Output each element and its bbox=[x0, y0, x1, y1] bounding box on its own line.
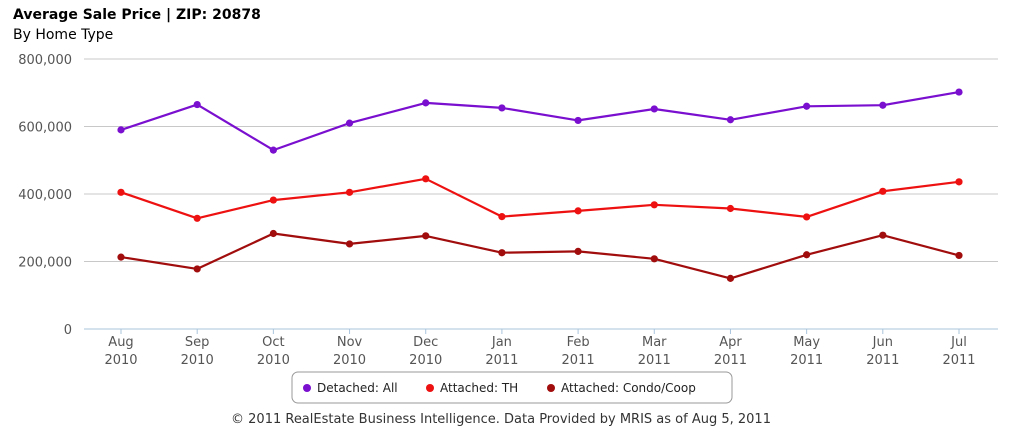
chart-title: Average Sale Price | ZIP: 20878 bbox=[13, 7, 261, 23]
data-point bbox=[498, 213, 506, 221]
x-tick-label-year: 2010 bbox=[409, 353, 442, 368]
x-tick-label-year: 2011 bbox=[790, 353, 823, 368]
legend-marker bbox=[303, 384, 311, 392]
x-tick-label-year: 2010 bbox=[181, 353, 214, 368]
legend-label: Detached: All bbox=[317, 381, 398, 395]
data-point bbox=[269, 196, 277, 204]
series-line bbox=[120, 177, 960, 220]
data-point bbox=[726, 274, 735, 282]
data-point bbox=[879, 231, 887, 239]
data-point bbox=[955, 178, 963, 186]
y-tick-label: 600,000 bbox=[18, 121, 72, 136]
x-tick-label-year: 2011 bbox=[866, 353, 899, 368]
data-point bbox=[193, 100, 201, 109]
data-point bbox=[422, 232, 430, 240]
y-tick-label: 800,000 bbox=[18, 53, 72, 68]
legend-marker bbox=[547, 384, 555, 392]
series-1 bbox=[117, 88, 963, 154]
data-point bbox=[269, 146, 277, 154]
x-tick-label-month: Feb bbox=[567, 335, 590, 350]
legend-label: Attached: TH bbox=[440, 381, 518, 395]
data-point bbox=[193, 265, 201, 273]
data-point bbox=[422, 99, 430, 107]
data-point bbox=[803, 251, 811, 259]
data-point bbox=[803, 213, 811, 221]
data-point bbox=[193, 214, 201, 222]
data-point bbox=[345, 188, 354, 196]
x-tick-label-month: May bbox=[793, 335, 820, 350]
data-point bbox=[650, 105, 658, 113]
data-point bbox=[269, 229, 277, 238]
x-tick-label-month: Apr bbox=[719, 335, 742, 350]
series-line bbox=[120, 232, 960, 280]
series-3 bbox=[117, 229, 963, 282]
x-tick-label-year: 2010 bbox=[333, 353, 366, 368]
data-point bbox=[574, 207, 582, 215]
data-point bbox=[574, 116, 582, 125]
x-tick-label-month: Jun bbox=[872, 335, 893, 350]
y-tick-label: 200,000 bbox=[18, 256, 72, 271]
data-point bbox=[345, 240, 354, 248]
x-axis-ticks: Aug 2010 Sep 2010 Oct 2010 Nov 2010 Dec 2010 Jan 20… bbox=[104, 329, 976, 368]
legend-marker bbox=[426, 384, 434, 392]
x-tick-label-year: 2011 bbox=[714, 353, 747, 368]
data-point bbox=[650, 201, 658, 209]
y-tick-label: 400,000 bbox=[18, 188, 72, 203]
gridlines bbox=[84, 58, 998, 330]
x-tick-label-year: 2011 bbox=[638, 353, 671, 368]
data-point bbox=[726, 116, 735, 124]
x-tick-label-year: 2010 bbox=[104, 353, 137, 368]
x-tick-label-month: Dec bbox=[413, 335, 438, 350]
legend: Detached: All Attached: TH Attached: Condo… bbox=[291, 371, 733, 404]
x-tick-label-month: Oct bbox=[262, 335, 284, 350]
chart-subtitle: By Home Type bbox=[13, 27, 113, 43]
x-tick-label-year: 2011 bbox=[942, 353, 975, 368]
data-point bbox=[574, 247, 582, 255]
data-point bbox=[879, 187, 887, 195]
footer-credit: © 2011 RealEstate Business Intelligence.… bbox=[231, 412, 771, 427]
data-point bbox=[955, 88, 963, 96]
x-tick-label-month: Sep bbox=[185, 335, 210, 350]
data-point bbox=[117, 188, 125, 196]
y-tick-label: 0 bbox=[64, 323, 72, 338]
data-point bbox=[498, 249, 506, 257]
x-tick-label-month: Mar bbox=[642, 335, 667, 350]
series-line bbox=[120, 91, 960, 152]
x-tick-label-month: Nov bbox=[337, 335, 363, 350]
x-tick-label-year: 2010 bbox=[257, 353, 290, 368]
data-point bbox=[803, 102, 811, 110]
data-point bbox=[422, 175, 430, 183]
data-point bbox=[955, 251, 963, 260]
y-axis-ticks: 0 200,000 400,000 600,000 800,000 bbox=[18, 53, 72, 338]
data-point bbox=[117, 126, 125, 134]
legend-box bbox=[291, 371, 733, 404]
series-2 bbox=[117, 175, 963, 222]
data-point bbox=[498, 104, 506, 112]
x-tick-label-month: Jan bbox=[491, 335, 512, 350]
data-point bbox=[650, 255, 658, 263]
legend-label: Attached: Condo/Coop bbox=[561, 381, 696, 395]
data-point bbox=[726, 204, 735, 213]
series-group bbox=[117, 88, 963, 282]
x-tick-label-year: 2011 bbox=[485, 353, 518, 368]
x-tick-label-year: 2011 bbox=[562, 353, 595, 368]
data-point bbox=[879, 101, 887, 109]
data-point bbox=[345, 119, 354, 127]
x-tick-label-month: Jul bbox=[950, 335, 967, 350]
data-point bbox=[117, 253, 125, 261]
x-tick-label-month: Aug bbox=[108, 335, 133, 350]
